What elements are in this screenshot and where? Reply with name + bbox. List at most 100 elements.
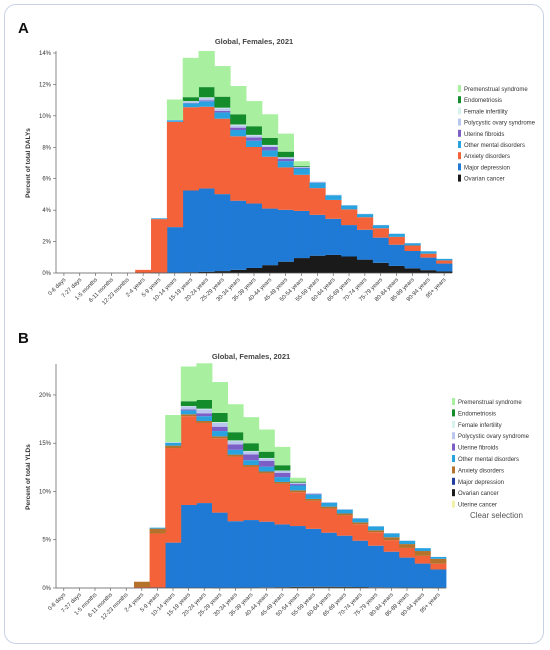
- bar-segment[interactable]: Other mental disorders — 10-14 years: 0.…: [167, 120, 183, 122]
- bar-segment[interactable]: Anxiety disorders — 75-79 years: 1.4%: [368, 532, 384, 546]
- bar-segment[interactable]: Other mental disorders — 80-84 years: 0.…: [384, 533, 400, 537]
- bar-segment[interactable]: Polycystic ovary syndrome — 45-49 years:…: [274, 471, 290, 473]
- bar-segment[interactable]: Endometriosis — 30-34 years: 0.85%: [228, 432, 244, 440]
- bar-segment[interactable]: Premenstrual syndrome — 10-14 years: 1.3…: [167, 100, 183, 120]
- bar-segment[interactable]: Major depression — 95+ years: 1.9%: [430, 569, 446, 587]
- bar-segment[interactable]: Other mental disorders — 30-34 years: 0.…: [228, 450, 244, 455]
- bar-segment[interactable]: Major depression — 20-24 years: 5.3%: [199, 188, 215, 271]
- legend-item[interactable]: Other mental disorders: [458, 141, 525, 149]
- bar-segment[interactable]: Anxiety disorders accent — 80-84 years: …: [384, 537, 400, 540]
- bar-segment[interactable]: Other mental disorders — 95+ years: 0.2%: [430, 557, 446, 559]
- bar-segment[interactable]: Major depression — 55-59 years: 2.6%: [309, 215, 325, 256]
- legend-item[interactable]: Polycystic ovary syndrome: [458, 119, 536, 127]
- bar-segment[interactable]: Uterine fibroids — 40-44 years: 0.22%: [262, 147, 278, 150]
- bar-segment[interactable]: Major depression — 55-59 years: 6%: [306, 529, 322, 587]
- bar-segment[interactable]: Other mental disorders — 90-94 years: 0.…: [415, 548, 431, 551]
- bar-segment[interactable]: Anxiety disorders accent — 20-24 years: …: [196, 421, 212, 423]
- bar-segment[interactable]: Major depression — 60-64 years: 5.6%: [321, 533, 337, 587]
- bar-segment[interactable]: Major depression — 45-49 years: 6.5%: [274, 524, 290, 587]
- bar-segment[interactable]: Premenstrual syndrome — 35-39 years: 2.7…: [243, 417, 259, 443]
- bar-segment[interactable]: Anxiety disorders — 35-39 years: 5.5%: [243, 467, 259, 520]
- bar-segment[interactable]: Anxiety disorders — 50-54 years: 2.3%: [294, 175, 310, 211]
- bar-segment[interactable]: Ovarian cancer — 60-64 years: 1.15%: [325, 255, 341, 273]
- legend-item[interactable]: Premenstrual syndrome: [458, 85, 528, 93]
- bar-segment[interactable]: Major depression — 75-79 years: 4.3%: [368, 546, 384, 588]
- bar-segment[interactable]: Ovarian cancer — 80-84 years: 0.45%: [389, 266, 405, 273]
- bar-segment[interactable]: Anxiety disorders — 75-79 years: 0.6%: [373, 228, 389, 237]
- legend-item[interactable]: Premenstrual syndrome: [452, 398, 522, 406]
- bar-segment[interactable]: Anxiety disorders — 15-19 years: 5.3%: [183, 107, 199, 190]
- bar-segment[interactable]: Ovarian cancer — 35-39 years: 0.32%: [246, 268, 262, 273]
- bar-segment[interactable]: Endometriosis — 25-29 years: 0.95%: [212, 413, 228, 422]
- bar-segment[interactable]: Other mental disorders — 65-69 years: 0.…: [337, 510, 353, 514]
- bar-segment[interactable]: Female infertility — 25-29 years: 0.05%: [214, 108, 230, 109]
- bar-segment[interactable]: Anxiety disorders — 55-59 years: 2.9%: [306, 501, 322, 529]
- bar-segment[interactable]: Other mental disorders — 35-39 years: 0.…: [243, 460, 259, 465]
- bar-segment[interactable]: Anxiety disorders — 70-74 years: 0.8%: [357, 217, 373, 230]
- bar-segment[interactable]: Anxiety disorders — 50-54 years: 3.5%: [290, 492, 306, 526]
- bar-segment[interactable]: Premenstrual syndrome — 35-39 years: 1.6…: [246, 101, 262, 126]
- bar-segment[interactable]: Other mental disorders — 90-94 years: 0.…: [420, 251, 436, 253]
- bar-segment[interactable]: Endometriosis — 50-54 years: 0.1%: [290, 482, 306, 483]
- bar-segment[interactable]: Major depression — 40-44 years: 3.6%: [262, 209, 278, 266]
- legend-item[interactable]: Ovarian cancer: [452, 489, 499, 497]
- bar-segment[interactable]: Major depression — 85-89 years: 3.1%: [399, 558, 415, 588]
- bar-segment[interactable]: Other mental disorders — 5-9 years: 0.05…: [151, 218, 167, 219]
- bar-segment[interactable]: Endometriosis — 20-24 years: 0.9%: [196, 400, 212, 409]
- bar-segment[interactable]: Other mental disorders — 55-59 years: 0.…: [306, 495, 322, 499]
- bar-segment[interactable]: Anxiety disorders — 90-94 years: 0.25%: [420, 254, 436, 258]
- clear-selection-button[interactable]: Clear selection: [470, 511, 523, 520]
- bar-segment[interactable]: Major depression — 50-54 years: 6.3%: [290, 526, 306, 587]
- bar-segment[interactable]: Anxiety disorders — 45-49 years: 4.2%: [274, 484, 290, 525]
- bar-segment[interactable]: Uterine fibroids — 25-29 years: 0.45%: [212, 427, 228, 431]
- bar-segment[interactable]: Ovarian cancer — 90-94 years: 0.18%: [420, 270, 436, 273]
- bar-segment[interactable]: Major depression — 15-19 years: 5.2%: [183, 191, 199, 273]
- bar-segment[interactable]: Other mental disorders — 50-54 years: 0.…: [294, 169, 310, 175]
- bar-segment[interactable]: Ovarian cancer — 45-49 years: 0.06%: [274, 587, 290, 588]
- bar-segment[interactable]: Female infertility — 30-34 years: 0.05%: [230, 125, 246, 126]
- bar-segment[interactable]: Other mental disorders — 40-44 years: 0.…: [262, 150, 278, 156]
- bar-segment[interactable]: Major depression — 90-94 years: 2.5%: [415, 564, 431, 588]
- bar-segment[interactable]: Other mental disorders — 45-49 years: 0.…: [274, 477, 290, 482]
- bar-segment[interactable]: Ovarian cancer — 45-49 years: 0.72%: [278, 262, 294, 273]
- bar-segment[interactable]: Major depression — 35-39 years: 7%: [243, 520, 259, 588]
- bar-segment[interactable]: Premenstrual syndrome — 50-54 years: 0.4…: [290, 478, 306, 482]
- bar-segment[interactable]: Anxiety disorders — 65-69 years: 2.1%: [337, 515, 353, 535]
- legend-item[interactable]: Endometriosis: [452, 409, 496, 417]
- bar-segment[interactable]: Major depression — 80-84 years: 1.35%: [389, 245, 405, 266]
- legend-item[interactable]: Uterine fibroids: [458, 130, 504, 138]
- bar-segment[interactable]: Other mental disorders — 60-64 years: 0.…: [321, 503, 337, 507]
- bar-segment[interactable]: Anxiety disorders accent — 10-14 years: …: [165, 446, 181, 448]
- bar-segment[interactable]: Anxiety disorders accent — 85-89 years: …: [399, 544, 415, 548]
- bar-segment[interactable]: Anxiety disorders — 10-14 years: 9.8%: [165, 448, 181, 543]
- bar-segment[interactable]: Anxiety disorders accent — 40-44 years: …: [259, 472, 275, 474]
- bar-segment[interactable]: Major depression — 30-34 years: 4.4%: [230, 201, 246, 270]
- bar-segment[interactable]: Female infertility — 35-39 years: 0.04%: [246, 135, 262, 136]
- bar-segment[interactable]: Polycystic ovary syndrome — 55-59 years:…: [306, 493, 322, 494]
- bar-segment[interactable]: Female infertility — 20-24 years: 0.05%: [199, 97, 215, 98]
- bar-segment[interactable]: Anxiety disorders — 30-34 years: 6.7%: [228, 457, 244, 522]
- bar-segment[interactable]: Premenstrual syndrome — 30-34 years: 1.8…: [230, 86, 246, 114]
- bar-segment[interactable]: Polycystic ovary syndrome — 20-24 years:…: [199, 98, 215, 100]
- legend-item[interactable]: Other mental disorders: [452, 455, 519, 463]
- bar-segment[interactable]: Anxiety disorders — 5-9 years: 5.6%: [150, 533, 166, 587]
- bar-segment[interactable]: Other mental disorders — 80-84 years: 0.…: [389, 234, 405, 237]
- bar-segment[interactable]: Major depression — 40-44 years: 6.8%: [259, 522, 275, 588]
- bar-segment[interactable]: Major depression — 25-29 years: 4.9%: [214, 194, 230, 271]
- bar-segment[interactable]: Anxiety disorders — 80-84 years: 0.5%: [389, 237, 405, 245]
- bar-segment[interactable]: Other mental disorders — 75-79 years: 0.…: [368, 526, 384, 530]
- bar-segment[interactable]: Anxiety disorders — 20-24 years: 8.3%: [196, 423, 212, 503]
- bar-segment[interactable]: Anxiety disorders — 40-44 years: 5%: [259, 473, 275, 521]
- bar-segment[interactable]: Premenstrual syndrome — 25-29 years: 3.2…: [212, 382, 228, 413]
- bar-segment[interactable]: Polycystic ovary syndrome — 45-49 years:…: [278, 158, 294, 159]
- bar-segment[interactable]: Other mental disorders — 20-24 years: 0.…: [196, 416, 212, 421]
- bar-segment[interactable]: Polycystic ovary syndrome — 60-64 years:…: [321, 502, 337, 503]
- bar-segment[interactable]: Anxiety disorders — 95+ years: 0.2%: [436, 260, 452, 263]
- bar-segment[interactable]: Major depression — 10-14 years: 2.9%: [167, 227, 183, 273]
- bar-segment[interactable]: Ovarian cancer — 55-59 years: 0.08%: [306, 587, 322, 588]
- bar-segment[interactable]: Anxiety disorders — 60-64 years: 1.2%: [325, 200, 341, 219]
- bar-segment[interactable]: Anxiety disorders accent — 25-29 years: …: [212, 436, 228, 438]
- bar-segment[interactable]: Ovarian cancer — 50-54 years: 0.08%: [290, 587, 306, 588]
- bar-segment[interactable]: Polycystic ovary syndrome — 15-19 years:…: [181, 407, 197, 410]
- bar-segment[interactable]: Ovarian cancer — 70-74 years: 0.06%: [352, 587, 368, 588]
